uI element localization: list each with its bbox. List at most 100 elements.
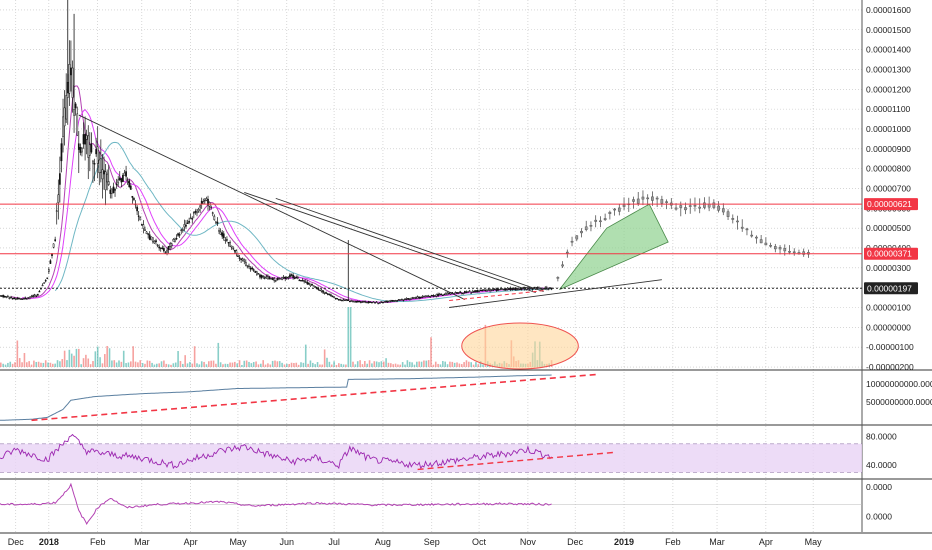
volume-bar (132, 346, 134, 367)
volume-bar (56, 360, 59, 367)
candle-body (240, 258, 242, 261)
volume-bar (449, 361, 451, 367)
volume-bar (293, 363, 295, 367)
candle-body (437, 293, 439, 297)
volume-bar (40, 362, 42, 367)
volume-bar (59, 361, 61, 367)
candle-body (542, 288, 545, 290)
volume-bar (243, 360, 246, 367)
volume-bar (392, 364, 394, 367)
time-tick-label: Apr (759, 537, 773, 547)
volume-bar (385, 358, 387, 367)
volume-bar (290, 362, 293, 367)
candle-body (18, 298, 20, 300)
candle-body (372, 301, 375, 303)
projected-candle-body (764, 242, 768, 246)
candle-body (137, 215, 140, 217)
volume-bar (182, 363, 184, 367)
projected-candle-body (684, 207, 687, 211)
volume-bar (267, 363, 269, 367)
volume-bar (73, 355, 75, 367)
candle-body (352, 300, 354, 303)
candle-body (181, 229, 184, 231)
candle-body (393, 300, 395, 302)
volume-bar (205, 364, 208, 367)
candle-body (309, 283, 312, 286)
projected-candle-body (608, 211, 612, 215)
time-tick-label: Nov (520, 537, 537, 547)
price-tick-label: -0.00000200 (866, 362, 914, 372)
volume-bar (297, 364, 300, 367)
candle-body (484, 289, 487, 291)
candle-body (153, 241, 156, 244)
candle-body (73, 109, 75, 116)
candle-body (81, 148, 83, 153)
candle-body (125, 171, 127, 177)
candle-body (147, 233, 149, 235)
projected-candle-body (584, 226, 588, 230)
volume-bar (406, 360, 409, 367)
price-tick-label: 0.00001600 (866, 5, 911, 15)
candle-body (170, 243, 173, 247)
volume-bar (271, 360, 274, 367)
candle-body (158, 246, 161, 249)
candle-body (550, 287, 553, 290)
projected-candle-body (599, 220, 602, 223)
candle-body (396, 300, 398, 302)
candle-body (175, 237, 178, 240)
volume-bar (373, 361, 376, 367)
volume-bar (236, 363, 238, 367)
volume-bar (288, 363, 290, 367)
candle-body (434, 295, 436, 297)
rsi-band (0, 443, 862, 473)
volume-bar (217, 342, 220, 367)
candle-body (459, 291, 462, 293)
volume-bar (456, 362, 458, 367)
candle-body (262, 275, 265, 278)
candle-body (331, 295, 334, 298)
candle-body (54, 239, 57, 241)
projected-candle-body (660, 199, 664, 204)
candle-body (95, 149, 97, 155)
candle-body (470, 292, 473, 294)
candle-body (271, 278, 274, 280)
projected-candle-body (778, 247, 782, 250)
candle-body (241, 258, 244, 261)
projected-candle-body (594, 219, 598, 222)
volume-bar (184, 355, 186, 367)
volume-bar (468, 361, 470, 367)
candle-body (254, 270, 257, 273)
volume-bar (257, 364, 260, 367)
candle-body (238, 257, 241, 259)
candle-body (156, 244, 159, 247)
volume-bar (394, 363, 397, 367)
volume-bar (378, 362, 380, 367)
volume-bar (120, 361, 123, 367)
candle-body (413, 297, 416, 299)
candle-body (71, 67, 74, 98)
volume-bar (198, 364, 201, 367)
candle-body (405, 298, 408, 300)
projected-candle-body (788, 251, 791, 253)
candle-body (112, 186, 115, 193)
volume-bar (359, 360, 361, 367)
candle-body (229, 242, 231, 247)
time-tick-label: Feb (90, 537, 106, 547)
candle-body (530, 287, 532, 290)
volume-bar (354, 364, 357, 367)
candle-body (123, 172, 126, 176)
candle-body (328, 293, 331, 296)
volume-bar (326, 357, 328, 367)
candle-body (290, 274, 293, 276)
candle-body (481, 289, 484, 292)
trendlines (78, 114, 662, 308)
candle-body (33, 294, 36, 296)
candle-body (222, 233, 225, 239)
time-tick-label: Feb (665, 537, 681, 547)
candle-body (479, 289, 482, 292)
rsi-line (0, 433, 552, 470)
candle-body (416, 296, 419, 299)
candle-body (270, 277, 272, 280)
candle-body (375, 301, 378, 303)
